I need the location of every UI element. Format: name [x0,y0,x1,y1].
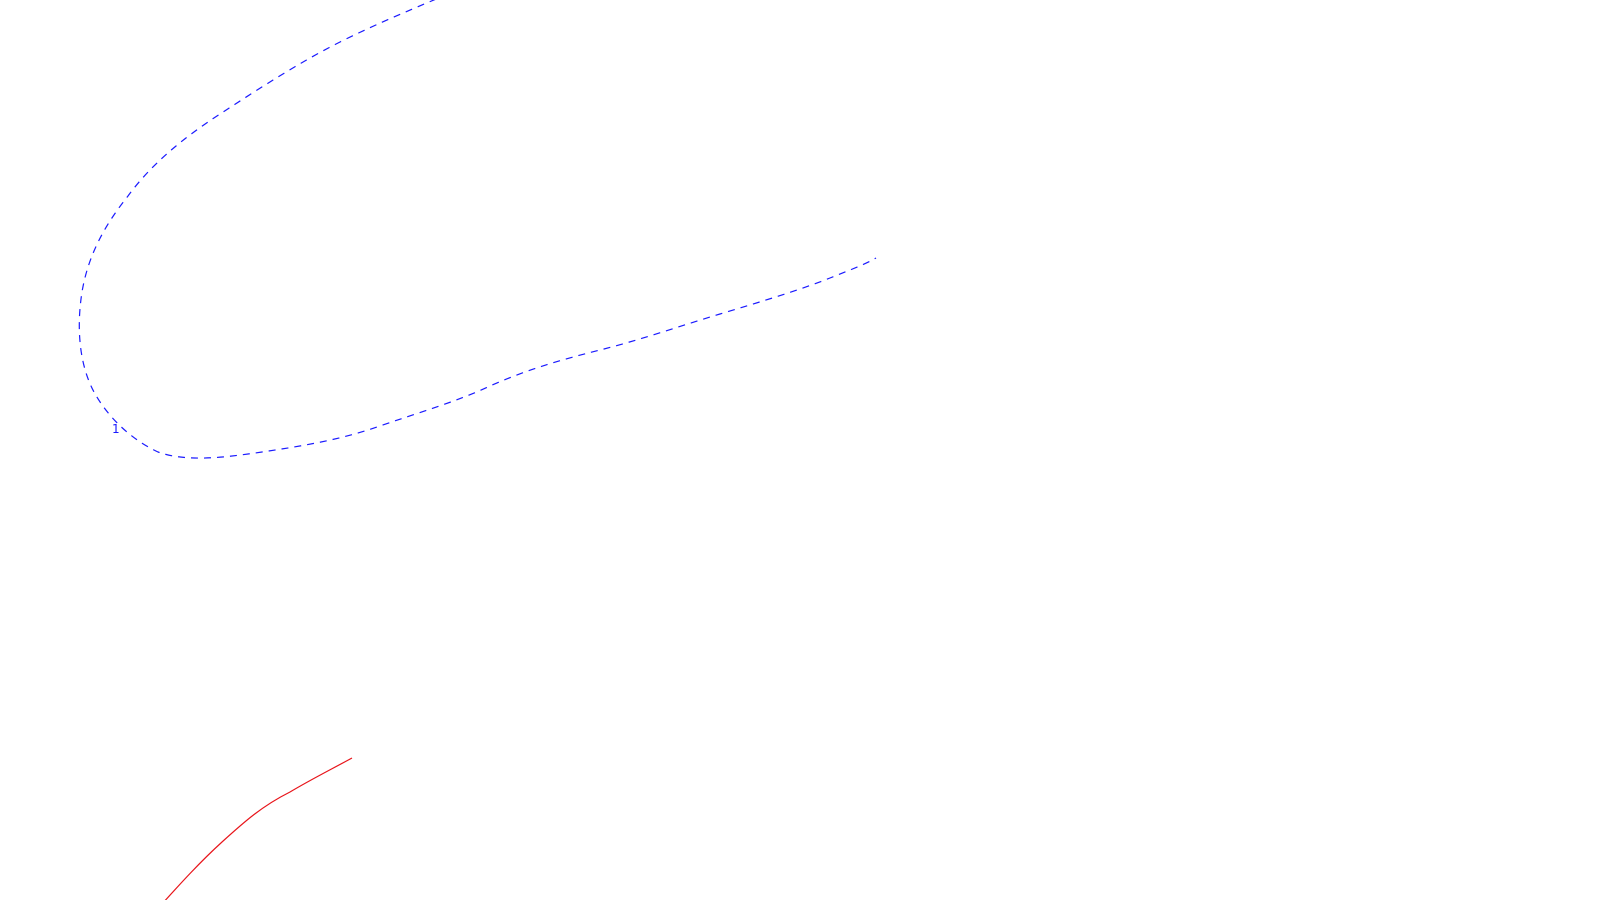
red-solid-curve [164,757,353,900]
curve-marker-label: 1 [112,422,120,436]
blue-dashed-curve [78,0,877,459]
